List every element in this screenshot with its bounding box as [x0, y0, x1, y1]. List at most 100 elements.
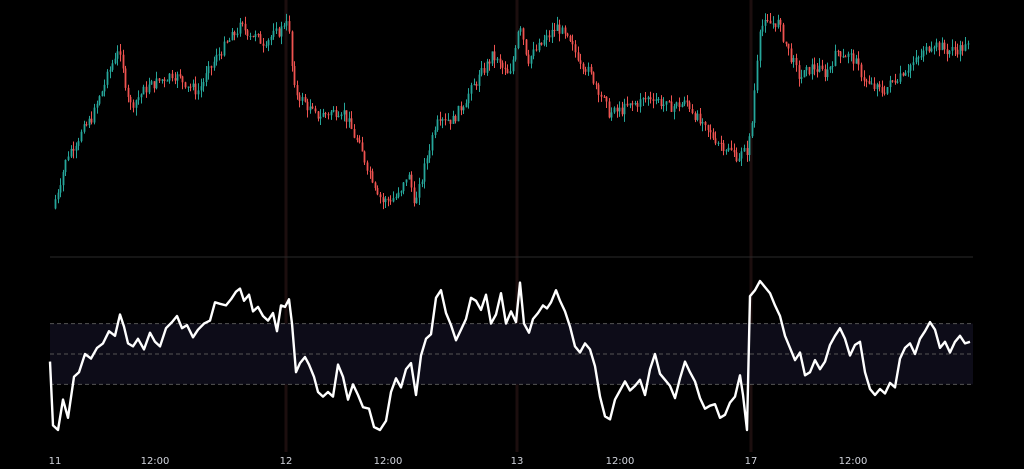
- candle-body: [831, 65, 834, 67]
- candle-body: [387, 198, 390, 201]
- candle-body: [314, 108, 317, 112]
- candle-body: [603, 96, 606, 98]
- candle-body: [210, 66, 213, 68]
- time-axis: 11 12:00 12 12:00 13 12:00 17 12:00: [49, 456, 868, 467]
- candle-body: [803, 70, 806, 78]
- candle-body: [67, 156, 70, 160]
- candle-body: [907, 70, 910, 73]
- candle-body: [301, 97, 304, 101]
- candle-body: [311, 106, 314, 109]
- candle-body: [59, 185, 62, 193]
- candle-body: [696, 113, 699, 120]
- candle-body: [527, 54, 530, 64]
- candle-body: [129, 96, 132, 103]
- candle-body: [103, 84, 106, 92]
- candle-body: [668, 101, 671, 103]
- candle-body: [558, 24, 561, 34]
- candle-body: [298, 95, 301, 101]
- candle-body: [834, 50, 837, 66]
- candle-body: [499, 58, 502, 63]
- candle-body: [681, 104, 684, 108]
- candle-body: [278, 28, 281, 37]
- candle-body: [142, 86, 145, 95]
- candle-body: [759, 31, 762, 61]
- candle-body: [574, 44, 577, 53]
- candle-body: [621, 107, 624, 115]
- candle-body: [155, 78, 158, 89]
- candle-body: [691, 109, 694, 114]
- candle-body: [850, 53, 853, 55]
- candle-body: [85, 124, 88, 126]
- candle-body: [873, 83, 876, 90]
- time-tick-label: 17: [745, 456, 758, 467]
- candle-body: [161, 79, 164, 81]
- candle-body: [426, 158, 429, 164]
- candle-body: [467, 93, 470, 104]
- candle-body: [774, 23, 777, 28]
- candle-body: [358, 139, 361, 143]
- candle-body: [678, 102, 681, 108]
- candle-body: [457, 105, 460, 122]
- candle-body: [517, 31, 520, 49]
- candle-body: [878, 84, 881, 88]
- candle-body: [249, 35, 252, 37]
- candle-body: [140, 94, 143, 98]
- time-tick-label: 12:00: [141, 456, 170, 467]
- candle-body: [265, 45, 268, 47]
- candle-body: [582, 63, 585, 70]
- candle-body: [652, 99, 655, 101]
- candle-body: [525, 39, 528, 55]
- candle-body: [449, 119, 452, 124]
- candle-body: [506, 69, 509, 74]
- candle-body: [662, 104, 665, 106]
- candle-body: [124, 68, 127, 88]
- candle-body: [826, 69, 829, 78]
- candle-body: [335, 109, 338, 117]
- candle-body: [470, 85, 473, 94]
- candle-body: [824, 69, 827, 78]
- candle-body: [785, 41, 788, 44]
- candle-body: [844, 56, 847, 58]
- candle-body: [548, 35, 551, 38]
- candle-body: [584, 69, 587, 72]
- candle-body: [80, 131, 83, 142]
- candle-body: [530, 56, 533, 64]
- candle-body: [62, 172, 65, 186]
- candle-body: [54, 199, 57, 209]
- candle-body: [894, 80, 897, 83]
- candle-body: [519, 28, 522, 32]
- candle-body: [272, 30, 275, 37]
- candle-body: [228, 40, 231, 42]
- candle-body: [605, 96, 608, 102]
- candle-body: [304, 97, 307, 102]
- candle-body: [764, 20, 767, 26]
- candle-body: [571, 41, 574, 45]
- candle-body: [478, 74, 481, 86]
- candle-body: [356, 137, 359, 140]
- candle-body: [57, 192, 60, 200]
- candle-body: [665, 101, 668, 105]
- candle-body: [805, 67, 808, 71]
- candle-body: [413, 187, 416, 204]
- price-pane[interactable]: [54, 13, 970, 210]
- candle-body: [480, 68, 483, 75]
- candle-body: [452, 115, 455, 124]
- candle-body: [735, 152, 738, 162]
- candle-body: [889, 80, 892, 88]
- candle-body: [917, 57, 920, 59]
- candle-body: [350, 118, 353, 129]
- candle-body: [96, 103, 99, 108]
- candle-body: [148, 84, 151, 93]
- candle-body: [959, 45, 962, 55]
- candle-body: [961, 45, 964, 51]
- candle-body: [72, 148, 75, 151]
- oscillator-pane[interactable]: [48, 279, 973, 432]
- candle-body: [553, 29, 556, 32]
- candle-body: [332, 109, 335, 112]
- candle-body: [330, 111, 333, 116]
- candle-body: [280, 26, 283, 37]
- session-separator: [749, 0, 753, 452]
- candle-body: [816, 69, 819, 72]
- candle-body: [514, 48, 517, 60]
